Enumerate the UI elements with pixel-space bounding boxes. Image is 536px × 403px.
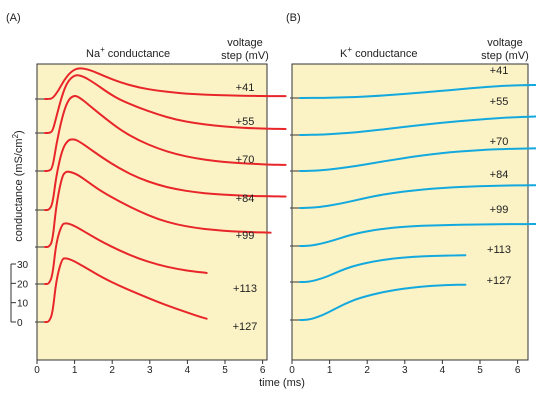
panel-b-x-axis: 0 1 2 3 4 5 6 — [289, 360, 521, 376]
x-tick-label: 4 — [440, 365, 446, 376]
voltage-step-label: +99 — [490, 204, 509, 216]
na-traces: +41 +55 +70 +84 +99 +113 +127 — [35, 67, 287, 333]
voltage-header-a-line2: step (mV) — [221, 50, 269, 62]
x-tick-label: 6 — [260, 365, 266, 376]
x-tick-label: 6 — [515, 365, 521, 376]
scale-bar-label: 0 — [17, 318, 23, 329]
trace-b-plus55 — [299, 115, 536, 136]
voltage-step-label: +84 — [490, 169, 509, 181]
x-tick-label: 1 — [327, 365, 333, 376]
panel-a-background — [37, 64, 267, 360]
trace-a-plus99 — [44, 170, 272, 248]
x-tick-label: 3 — [402, 365, 408, 376]
voltage-step-label: +41 — [490, 65, 509, 77]
y-axis-label: conductance (mS/cm2) — [11, 130, 25, 241]
conductance-scale-bar: 30 20 10 0 — [10, 260, 29, 329]
panel-a-label: (A) — [6, 12, 21, 24]
panel-a-x-axis: 0 1 2 3 4 5 6 — [34, 360, 266, 376]
panel-b-label: (B) — [286, 12, 301, 24]
trace-a-plus41 — [44, 67, 287, 101]
x-tick-label: 5 — [477, 365, 483, 376]
voltage-step-label: +127 — [233, 321, 258, 333]
trace-b-plus41 — [299, 83, 536, 99]
voltage-header-a-line1: voltage — [227, 37, 262, 49]
voltage-step-label: +84 — [236, 193, 255, 205]
panel-b-frame — [291, 63, 529, 361]
voltage-step-label: +55 — [490, 96, 509, 108]
voltage-header-b-line2: step (mV) — [481, 50, 529, 62]
voltage-step-label: +99 — [236, 230, 255, 242]
k-conductance-title: K+ conductance — [340, 45, 417, 60]
x-tick-label: 1 — [72, 365, 78, 376]
scale-bar-label: 10 — [17, 299, 29, 310]
voltage-step-label: +113 — [487, 244, 511, 256]
panel-b: (B) K+ conductance voltage step (mV) +41… — [286, 12, 536, 376]
scale-bar-label: 20 — [17, 279, 29, 290]
trace-b-plus70 — [299, 147, 536, 173]
x-tick-label: 5 — [222, 365, 228, 376]
x-tick-label: 2 — [364, 365, 370, 376]
trace-b-plus99 — [299, 222, 536, 248]
voltage-step-label: +113 — [233, 283, 257, 295]
k-traces: +41 +55 +70 +84 +99 +113 +127 — [290, 65, 536, 322]
x-tick-label: 3 — [147, 365, 153, 376]
voltage-step-label: +55 — [236, 116, 255, 128]
trace-b-plus84 — [299, 184, 536, 209]
x-tick-label: 2 — [109, 365, 115, 376]
panel-a-frame — [36, 63, 268, 361]
voltage-step-label: +127 — [487, 275, 512, 287]
scale-bar-label: 30 — [17, 260, 29, 271]
trace-a-plus84 — [44, 138, 287, 212]
na-conductance-title: Na+ conductance — [86, 45, 170, 60]
x-tick-label: 0 — [289, 365, 295, 376]
x-tick-label: 0 — [34, 365, 40, 376]
voltage-step-label: +70 — [236, 154, 255, 166]
panel-a: (A) Na+ conductance voltage step (mV) +4… — [6, 12, 287, 376]
voltage-step-label: +41 — [236, 82, 255, 94]
trace-a-plus70 — [44, 94, 287, 173]
trace-b-plus113 — [299, 254, 467, 283]
voltage-step-label: +70 — [490, 136, 509, 148]
voltage-header-b-line1: voltage — [487, 37, 522, 49]
trace-a-plus113 — [44, 222, 208, 285]
trace-b-plus127 — [299, 283, 467, 322]
x-tick-label: 4 — [185, 365, 191, 376]
x-axis-label: time (ms) — [259, 377, 305, 389]
trace-a-plus127 — [44, 257, 208, 323]
trace-a-plus55 — [44, 74, 287, 134]
